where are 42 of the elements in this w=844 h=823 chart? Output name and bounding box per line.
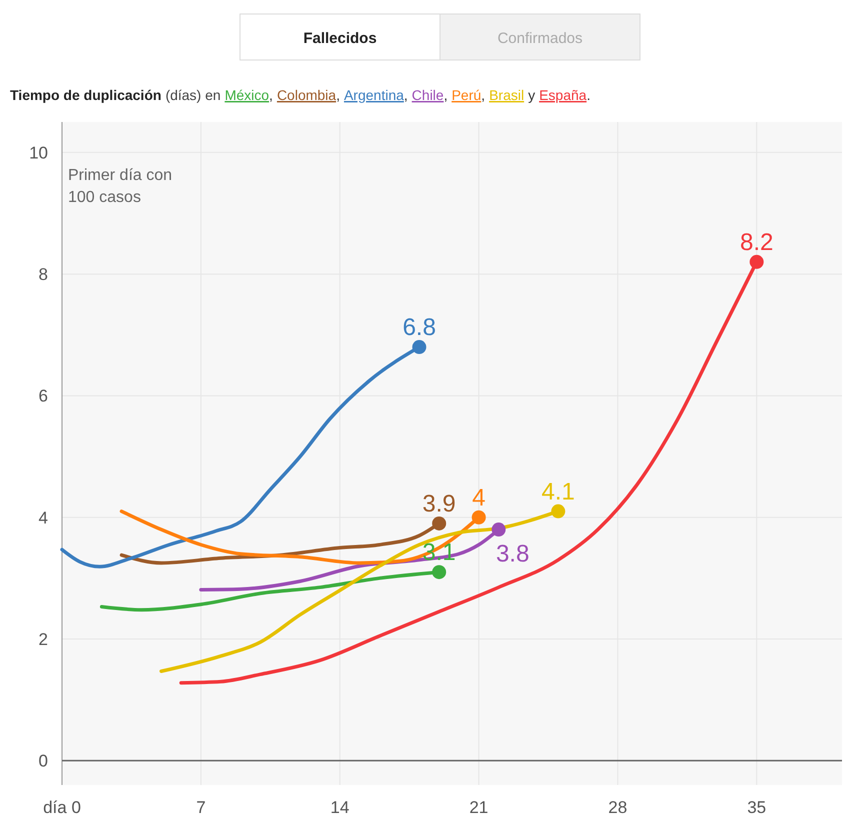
point (432, 565, 446, 580)
point (551, 504, 566, 518)
x-tick-label: 28 (608, 798, 628, 817)
text: México (224, 87, 270, 103)
x-tick-label: 14 (330, 798, 350, 817)
text: y (528, 87, 536, 103)
point (492, 522, 506, 537)
x-tick-label: día 0 (43, 798, 81, 817)
text: Chile (412, 87, 444, 103)
text: Colombia (276, 87, 336, 103)
data-label: 4 (472, 484, 486, 512)
annotation: Primer día con 100 casos (68, 167, 172, 206)
x-tick-label: 21 (469, 798, 488, 817)
y-tick-label: 2 (38, 630, 48, 650)
chart-title: Tiempo de duplicación (10, 87, 162, 103)
data-label: 3.8 (496, 540, 530, 568)
text: , (481, 87, 486, 103)
point (432, 516, 446, 530)
y-tick-label: 10 (29, 143, 48, 162)
point (750, 254, 764, 269)
text: Argentina (344, 87, 404, 103)
text: , (336, 87, 340, 103)
point (472, 510, 486, 524)
text: España (539, 87, 587, 103)
x-tick-label: 35 (747, 798, 766, 817)
text: , (404, 87, 408, 103)
data-label: 6.8 (402, 314, 436, 342)
legend-title: (días) en (165, 87, 221, 103)
text: , (444, 87, 448, 103)
data-label: 4.1 (541, 478, 575, 506)
text: . (586, 87, 590, 103)
data-label: 8.2 (740, 228, 774, 256)
data-label: 3.9 (422, 490, 456, 518)
text: Brasil (489, 87, 524, 103)
text: Perú (452, 87, 482, 103)
x-tick-label: 7 (196, 798, 206, 817)
y-tick-label: 0 (38, 752, 48, 771)
y-tick-label: 4 (38, 508, 48, 528)
y-tick-label: 8 (38, 265, 48, 284)
y-tick-label: 6 (38, 386, 48, 406)
point (412, 340, 426, 354)
text: , (269, 87, 273, 103)
